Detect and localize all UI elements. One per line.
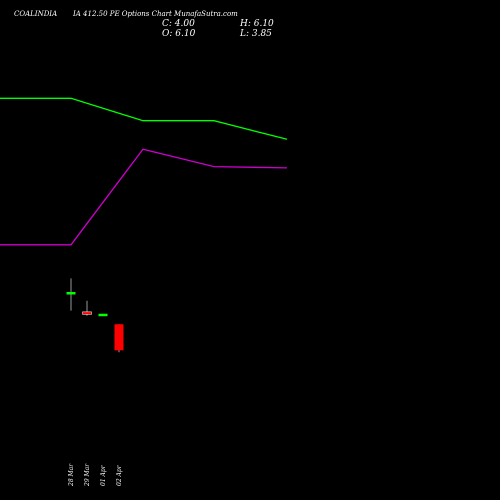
low-value: L: 3.85 <box>240 29 272 39</box>
x-axis-labels: 28 Mar 29 Mar 01 Apr 02 Apr <box>68 463 123 487</box>
x-tick-label: 02 Apr <box>116 464 123 486</box>
candle-body <box>82 311 92 315</box>
upper-line <box>0 97 288 140</box>
x-tick-label: 28 Mar <box>68 463 75 487</box>
x-tick-label: 01 Apr <box>100 464 107 486</box>
high-value: H: 6.10 <box>240 19 274 29</box>
chart-title: IA 412.50 PE Options Chart MunafaSutra.c… <box>73 10 238 18</box>
close-value: C: 4.00 <box>162 19 195 29</box>
candle <box>66 278 76 311</box>
candle <box>82 300 92 316</box>
candle-body <box>114 324 124 351</box>
chart-symbol: COALINDIA <box>14 10 58 18</box>
open-value: O: 6.10 <box>162 29 196 39</box>
x-tick-label: 29 Mar <box>84 463 91 487</box>
candle-body <box>98 313 108 317</box>
candle <box>114 324 124 353</box>
indicator-lines <box>0 97 288 246</box>
candle-body <box>66 292 76 295</box>
candles <box>66 278 124 353</box>
candle <box>98 313 108 317</box>
lower-line <box>0 148 288 246</box>
